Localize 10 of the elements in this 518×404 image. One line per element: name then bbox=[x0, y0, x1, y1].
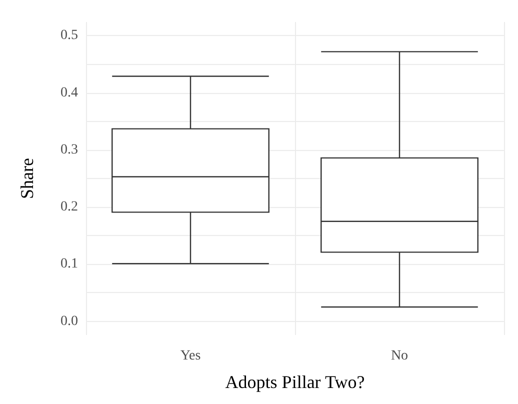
x-tick-label: Yes bbox=[180, 348, 201, 364]
x-tick-label: No bbox=[390, 348, 408, 364]
y-tick-label: 0.2 bbox=[60, 200, 78, 215]
y-tick-label: 0.1 bbox=[60, 256, 78, 272]
y-tick-label: 0.5 bbox=[60, 28, 78, 44]
y-tick-label: 0.0 bbox=[60, 314, 78, 329]
x-axis-title: Adopts Pillar Two? bbox=[225, 372, 365, 392]
y-tick-label: 0.4 bbox=[60, 85, 78, 100]
y-tick-label: 0.3 bbox=[60, 142, 78, 158]
y-axis-title: Share bbox=[17, 158, 37, 199]
